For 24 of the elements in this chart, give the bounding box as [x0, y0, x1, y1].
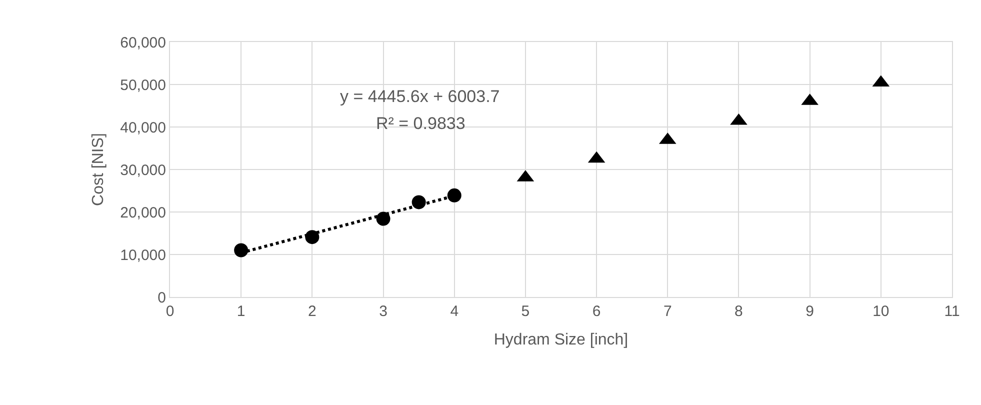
x-tick-label: 10 — [872, 303, 890, 320]
y-axis-title: Cost [NIS] — [90, 133, 108, 206]
x-tick-label: 8 — [734, 303, 743, 320]
y-tick-label: 10,000 — [120, 246, 166, 264]
x-tick-label: 5 — [521, 303, 530, 320]
x-tick-label: 2 — [308, 303, 316, 320]
y-tick-label: 30,000 — [120, 162, 166, 179]
x-tick-label: 7 — [663, 303, 672, 320]
x-tick-label: 3 — [379, 303, 388, 320]
x-tick-label: 9 — [806, 303, 814, 320]
annotation: R² = 0.9833 — [376, 114, 466, 133]
y-tick-label: 60,000 — [120, 34, 166, 52]
annotation: y = 4445.6x + 6003.7 — [340, 87, 500, 106]
x-tick-label: 11 — [944, 303, 960, 320]
y-tick-label: 0 — [158, 289, 166, 306]
y-tick-label: 40,000 — [120, 119, 166, 136]
x-tick-label: 1 — [236, 303, 246, 320]
point — [234, 243, 248, 258]
x-axis-title: Hydram Size [inch] — [494, 332, 628, 349]
x-tick-label: 6 — [592, 303, 601, 320]
y-tick-label: 20,000 — [120, 204, 166, 222]
y-tick-label: 50,000 — [120, 76, 166, 94]
point — [447, 188, 462, 202]
x-tick-label: 4 — [450, 303, 459, 320]
